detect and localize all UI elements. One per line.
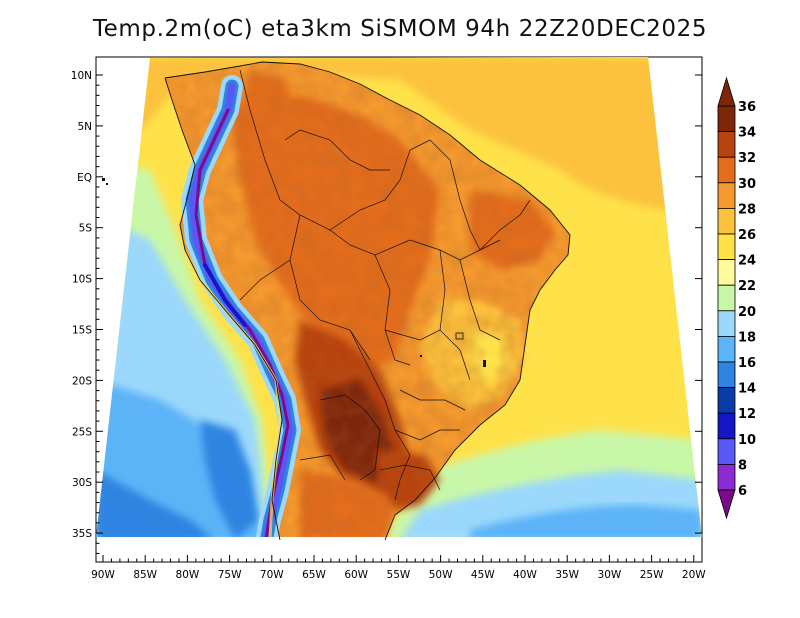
lon-ticks — [102, 555, 695, 562]
lat-ticks — [96, 74, 702, 554]
lat-tick-label: EQ — [77, 172, 92, 184]
lon-tick-label: 45W — [471, 569, 495, 581]
colorbar-label: 8 — [738, 458, 747, 473]
lon-tick-label: 40W — [513, 569, 537, 581]
lat-tick-labels: 10N 5N EQ 5S 10S 15S 20S 25S 30S 35S — [71, 70, 93, 540]
colorbar-max-triangle — [717, 76, 736, 107]
lat-tick-label: 15S — [72, 325, 92, 337]
colorbar-label: 20 — [738, 305, 756, 320]
lat-tick-label: 20S — [72, 375, 92, 387]
lon-tick-label: 65W — [302, 569, 326, 581]
colorbar-label: 26 — [738, 228, 756, 243]
colorbar-segment — [717, 105, 736, 133]
colorbar-segment — [717, 131, 736, 158]
lon-tick-label: 60W — [344, 569, 368, 581]
lon-tick-label: 30W — [598, 569, 622, 581]
colorbar-segment — [717, 463, 736, 491]
colorbar: 36 34 32 30 28 26 24 22 20 18 16 14 12 10 8 6 — [717, 76, 756, 520]
colorbar-segment — [717, 438, 736, 465]
lat-tick-label: 10S — [72, 274, 92, 286]
lat-tick-label: 35S — [72, 528, 92, 540]
political-borders — [239, 69, 531, 501]
coastline — [164, 61, 571, 541]
lon-tick-label: 55W — [387, 569, 411, 581]
colorbar-segment — [717, 207, 736, 235]
colorbar-segment — [717, 387, 736, 414]
colorbar-segment — [717, 259, 736, 286]
colorbar-segment — [717, 335, 736, 363]
lat-tick-label: 10N — [71, 70, 92, 82]
colorbar-label: 12 — [738, 407, 756, 422]
lon-tick-label: 70W — [260, 569, 284, 581]
colorbar-segment — [717, 412, 736, 440]
colorbar-label: 28 — [738, 202, 756, 217]
colorbar-label: 30 — [738, 177, 756, 192]
colorbar-label: 18 — [738, 330, 756, 345]
lon-tick-label: 75W — [218, 569, 242, 581]
lon-tick-label: 50W — [429, 569, 453, 581]
lon-tick-label: 25W — [640, 569, 664, 581]
lon-tick-label: 35W — [555, 569, 579, 581]
map-title: Temp.2m(oC) eta3km SiSMOM 94h 22Z20DEC20… — [92, 16, 708, 42]
lon-tick-labels: 90W 85W 80W 75W 70W 65W 60W 55W 50W 45W 40W 35W 30W 2… — [91, 569, 706, 581]
colorbar-segment — [717, 233, 736, 261]
lat-tick-label: 5N — [77, 121, 92, 133]
andes-cold-band — [181, 75, 301, 537]
colorbar-label: 14 — [738, 382, 756, 397]
colorbar-segment — [717, 182, 736, 209]
colorbar-segment — [717, 310, 736, 337]
lat-tick-label: 25S — [72, 426, 92, 438]
lon-tick-label: 90W — [91, 569, 115, 581]
colorbar-label: 16 — [738, 356, 756, 371]
colorbar-label: 34 — [738, 126, 756, 141]
colorbar-segment — [717, 156, 736, 184]
lake-markers — [102, 178, 486, 367]
lat-tick-label: 30S — [72, 477, 92, 489]
lon-tick-label: 85W — [133, 569, 157, 581]
colorbar-label: 32 — [738, 151, 756, 166]
colorbar-label: 36 — [738, 100, 756, 115]
lon-tick-label: 80W — [176, 569, 200, 581]
colorbar-segment — [717, 361, 736, 389]
colorbar-label: 24 — [738, 254, 756, 269]
colorbar-label: 10 — [738, 433, 756, 448]
temperature-field — [96, 57, 702, 537]
lon-tick-label: 20W — [682, 569, 706, 581]
lat-tick-label: 5S — [79, 223, 93, 235]
colorbar-label: 22 — [738, 279, 756, 294]
colorbar-min-triangle — [717, 489, 736, 520]
colorbar-segment — [717, 284, 736, 312]
colorbar-label: 6 — [738, 484, 747, 499]
